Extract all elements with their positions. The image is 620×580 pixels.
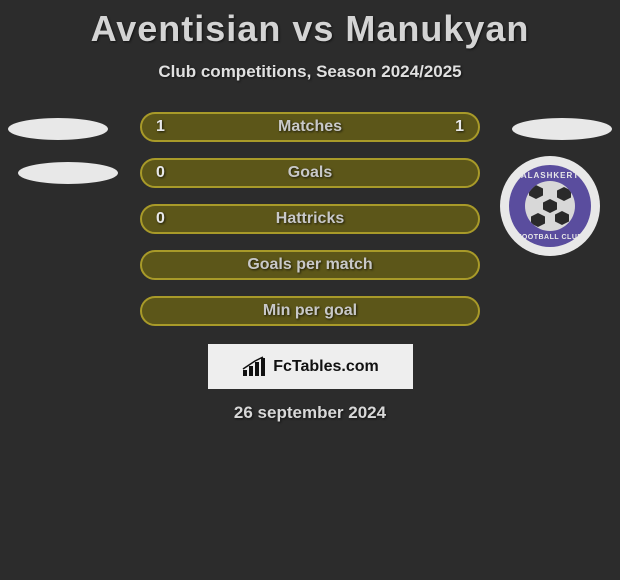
stat-label: Matches: [278, 118, 342, 136]
stats-area: ALASHKERT FOOTBALL CLUB 1 Matches 1: [0, 112, 620, 326]
stat-label: Hattricks: [276, 210, 344, 228]
stat-left-value: 0: [156, 210, 165, 228]
stat-label: Min per goal: [263, 302, 357, 320]
attribution-box: FcTables.com: [208, 344, 413, 389]
stat-row-matches: 1 Matches 1: [0, 112, 620, 142]
badge-bottom-text: FOOTBALL CLUB: [509, 234, 591, 241]
stat-row-hattricks: 0 Hattricks: [0, 204, 620, 234]
stat-left-value: 1: [156, 118, 165, 136]
stat-right-value: 1: [455, 118, 464, 136]
stat-row-goals: 0 Goals: [0, 158, 620, 188]
stat-left-value: 0: [156, 164, 165, 182]
attribution-text: FcTables.com: [273, 358, 379, 376]
date-text: 26 september 2024: [0, 403, 620, 423]
stat-row-goals-per-match: Goals per match: [0, 250, 620, 280]
stat-row-min-per-goal: Min per goal: [0, 296, 620, 326]
subtitle: Club competitions, Season 2024/2025: [0, 62, 620, 82]
stat-label: Goals: [288, 164, 332, 182]
stat-label: Goals per match: [247, 256, 372, 274]
chart-icon: [241, 356, 267, 378]
page-title: Aventisian vs Manukyan: [0, 0, 620, 50]
